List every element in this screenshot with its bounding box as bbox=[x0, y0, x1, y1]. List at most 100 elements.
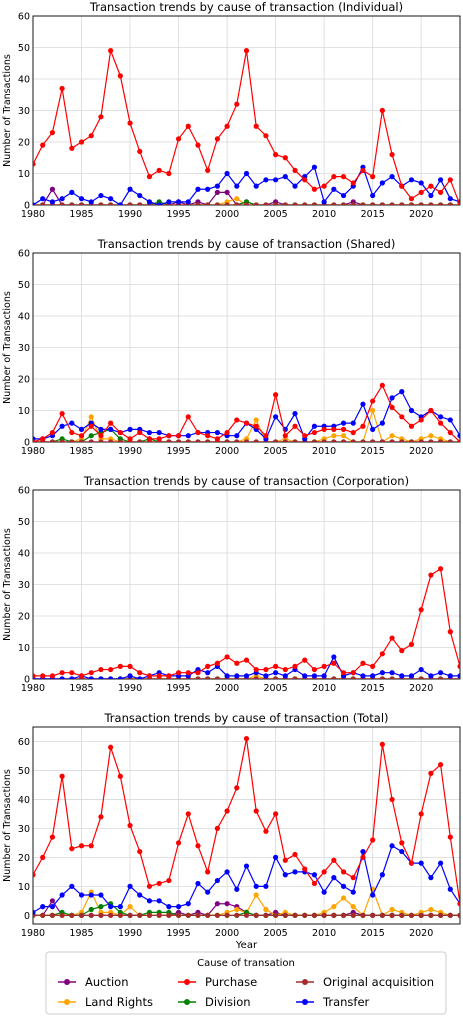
x-tick-label: 1980 bbox=[21, 683, 45, 694]
y-tick-label: 50 bbox=[18, 280, 30, 291]
data-point-purchase bbox=[78, 139, 85, 145]
y-tick-label: 60 bbox=[18, 12, 30, 23]
series-original-acquisition bbox=[33, 439, 460, 442]
data-point-transfer bbox=[447, 673, 453, 679]
data-point-original-acquisition bbox=[340, 202, 347, 205]
data-point-transfer bbox=[78, 892, 85, 898]
data-point-purchase bbox=[399, 183, 405, 189]
data-point-purchase bbox=[282, 433, 288, 439]
data-point-purchase bbox=[156, 880, 162, 887]
series-transfer bbox=[33, 164, 460, 205]
data-point-transfer bbox=[389, 174, 395, 180]
data-point-original-acquisition bbox=[263, 202, 269, 205]
data-point-purchase bbox=[389, 635, 395, 641]
data-point-purchase bbox=[428, 572, 434, 578]
data-point-purchase bbox=[331, 857, 337, 863]
data-point-transfer bbox=[49, 199, 56, 205]
legend-box bbox=[45, 951, 447, 1015]
data-point-original-acquisition bbox=[418, 676, 424, 679]
data-point-original-acquisition bbox=[282, 912, 288, 918]
data-point-purchase bbox=[243, 657, 250, 663]
data-point-transfer bbox=[224, 673, 230, 679]
data-point-purchase bbox=[205, 167, 211, 173]
data-point-original-acquisition bbox=[311, 439, 318, 442]
data-point-transfer bbox=[98, 426, 104, 432]
series-purchase bbox=[33, 735, 460, 907]
data-point-transfer bbox=[234, 183, 240, 189]
data-point-purchase bbox=[224, 808, 230, 814]
data-point-purchase bbox=[88, 843, 94, 849]
data-point-purchase bbox=[205, 869, 211, 875]
data-point-auction bbox=[224, 901, 230, 907]
data-point-transfer bbox=[127, 883, 133, 889]
data-point-transfer bbox=[253, 883, 259, 889]
data-point-purchase bbox=[166, 877, 172, 884]
data-point-purchase bbox=[360, 854, 366, 860]
data-point-purchase bbox=[146, 883, 153, 889]
data-point-purchase bbox=[117, 429, 123, 436]
data-point-transfer bbox=[437, 670, 444, 676]
legend: Cause of transation Auction Purchase Origi… bbox=[45, 951, 447, 1015]
data-point-land-rights bbox=[340, 433, 347, 439]
data-point-purchase bbox=[311, 186, 318, 192]
data-point-purchase bbox=[234, 417, 240, 423]
x-tick-label: 2015 bbox=[361, 928, 385, 939]
data-point-purchase bbox=[33, 161, 36, 167]
data-point-transfer bbox=[243, 170, 250, 177]
data-point-purchase bbox=[78, 843, 85, 849]
x-tick-label: 2000 bbox=[215, 683, 239, 694]
data-point-land-rights bbox=[350, 904, 356, 910]
data-point-original-acquisition bbox=[321, 912, 327, 918]
x-tick-label: 1985 bbox=[69, 209, 93, 220]
chart-title: Transaction trends by cause of transacti… bbox=[89, 0, 403, 14]
data-point-transfer bbox=[408, 177, 415, 183]
data-point-transfer bbox=[311, 164, 318, 170]
data-point-purchase bbox=[263, 828, 269, 834]
data-point-original-acquisition bbox=[59, 439, 65, 442]
data-point-original-acquisition bbox=[360, 912, 366, 918]
data-point-purchase bbox=[282, 857, 288, 863]
data-point-purchase bbox=[137, 148, 143, 155]
y-axis-label: Number of Transactions bbox=[2, 54, 13, 167]
series-line-transfer bbox=[33, 844, 460, 913]
data-point-land-rights bbox=[88, 414, 94, 420]
data-point-purchase bbox=[234, 101, 240, 107]
data-point-purchase bbox=[447, 429, 453, 436]
data-point-purchase bbox=[243, 420, 250, 426]
data-point-purchase bbox=[418, 811, 424, 817]
data-point-transfer bbox=[214, 183, 220, 189]
data-point-purchase bbox=[399, 840, 405, 846]
x-axis-label: Year bbox=[235, 940, 258, 951]
data-point-purchase bbox=[69, 429, 75, 436]
data-point-purchase bbox=[69, 145, 75, 151]
data-point-transfer bbox=[379, 872, 385, 878]
data-point-original-acquisition bbox=[234, 912, 240, 918]
data-point-purchase bbox=[243, 735, 250, 742]
data-point-purchase bbox=[166, 433, 172, 439]
legend-swatch-marker bbox=[64, 979, 70, 985]
x-tick-label: 2010 bbox=[312, 683, 336, 694]
data-point-transfer bbox=[98, 676, 104, 679]
data-point-transfer bbox=[59, 196, 65, 202]
data-point-transfer bbox=[447, 886, 453, 892]
data-point-original-acquisition bbox=[360, 202, 366, 205]
data-point-original-acquisition bbox=[49, 912, 56, 918]
data-point-purchase bbox=[457, 901, 460, 907]
legend-label: Land Rights bbox=[85, 995, 153, 1009]
data-point-original-acquisition bbox=[137, 912, 143, 918]
legend-entry-transfer: Transfer bbox=[296, 995, 370, 1009]
data-point-purchase bbox=[156, 436, 162, 442]
data-point-original-acquisition bbox=[49, 439, 56, 442]
data-point-purchase bbox=[88, 670, 94, 676]
chart-panel-2: 0 10 20 30 40 50 60 1980 1985 1990 1995 2000 2005 201… bbox=[2, 237, 461, 457]
data-point-purchase bbox=[273, 152, 279, 158]
data-point-original-acquisition bbox=[214, 676, 220, 679]
data-point-purchase bbox=[137, 670, 143, 676]
data-point-auction bbox=[214, 189, 220, 195]
legend-entry-original-acquisition: Original acquisition bbox=[296, 975, 434, 989]
data-point-purchase bbox=[195, 670, 201, 676]
data-point-original-acquisition bbox=[108, 439, 114, 442]
data-point-purchase bbox=[428, 770, 434, 776]
data-point-original-acquisition bbox=[350, 676, 356, 679]
